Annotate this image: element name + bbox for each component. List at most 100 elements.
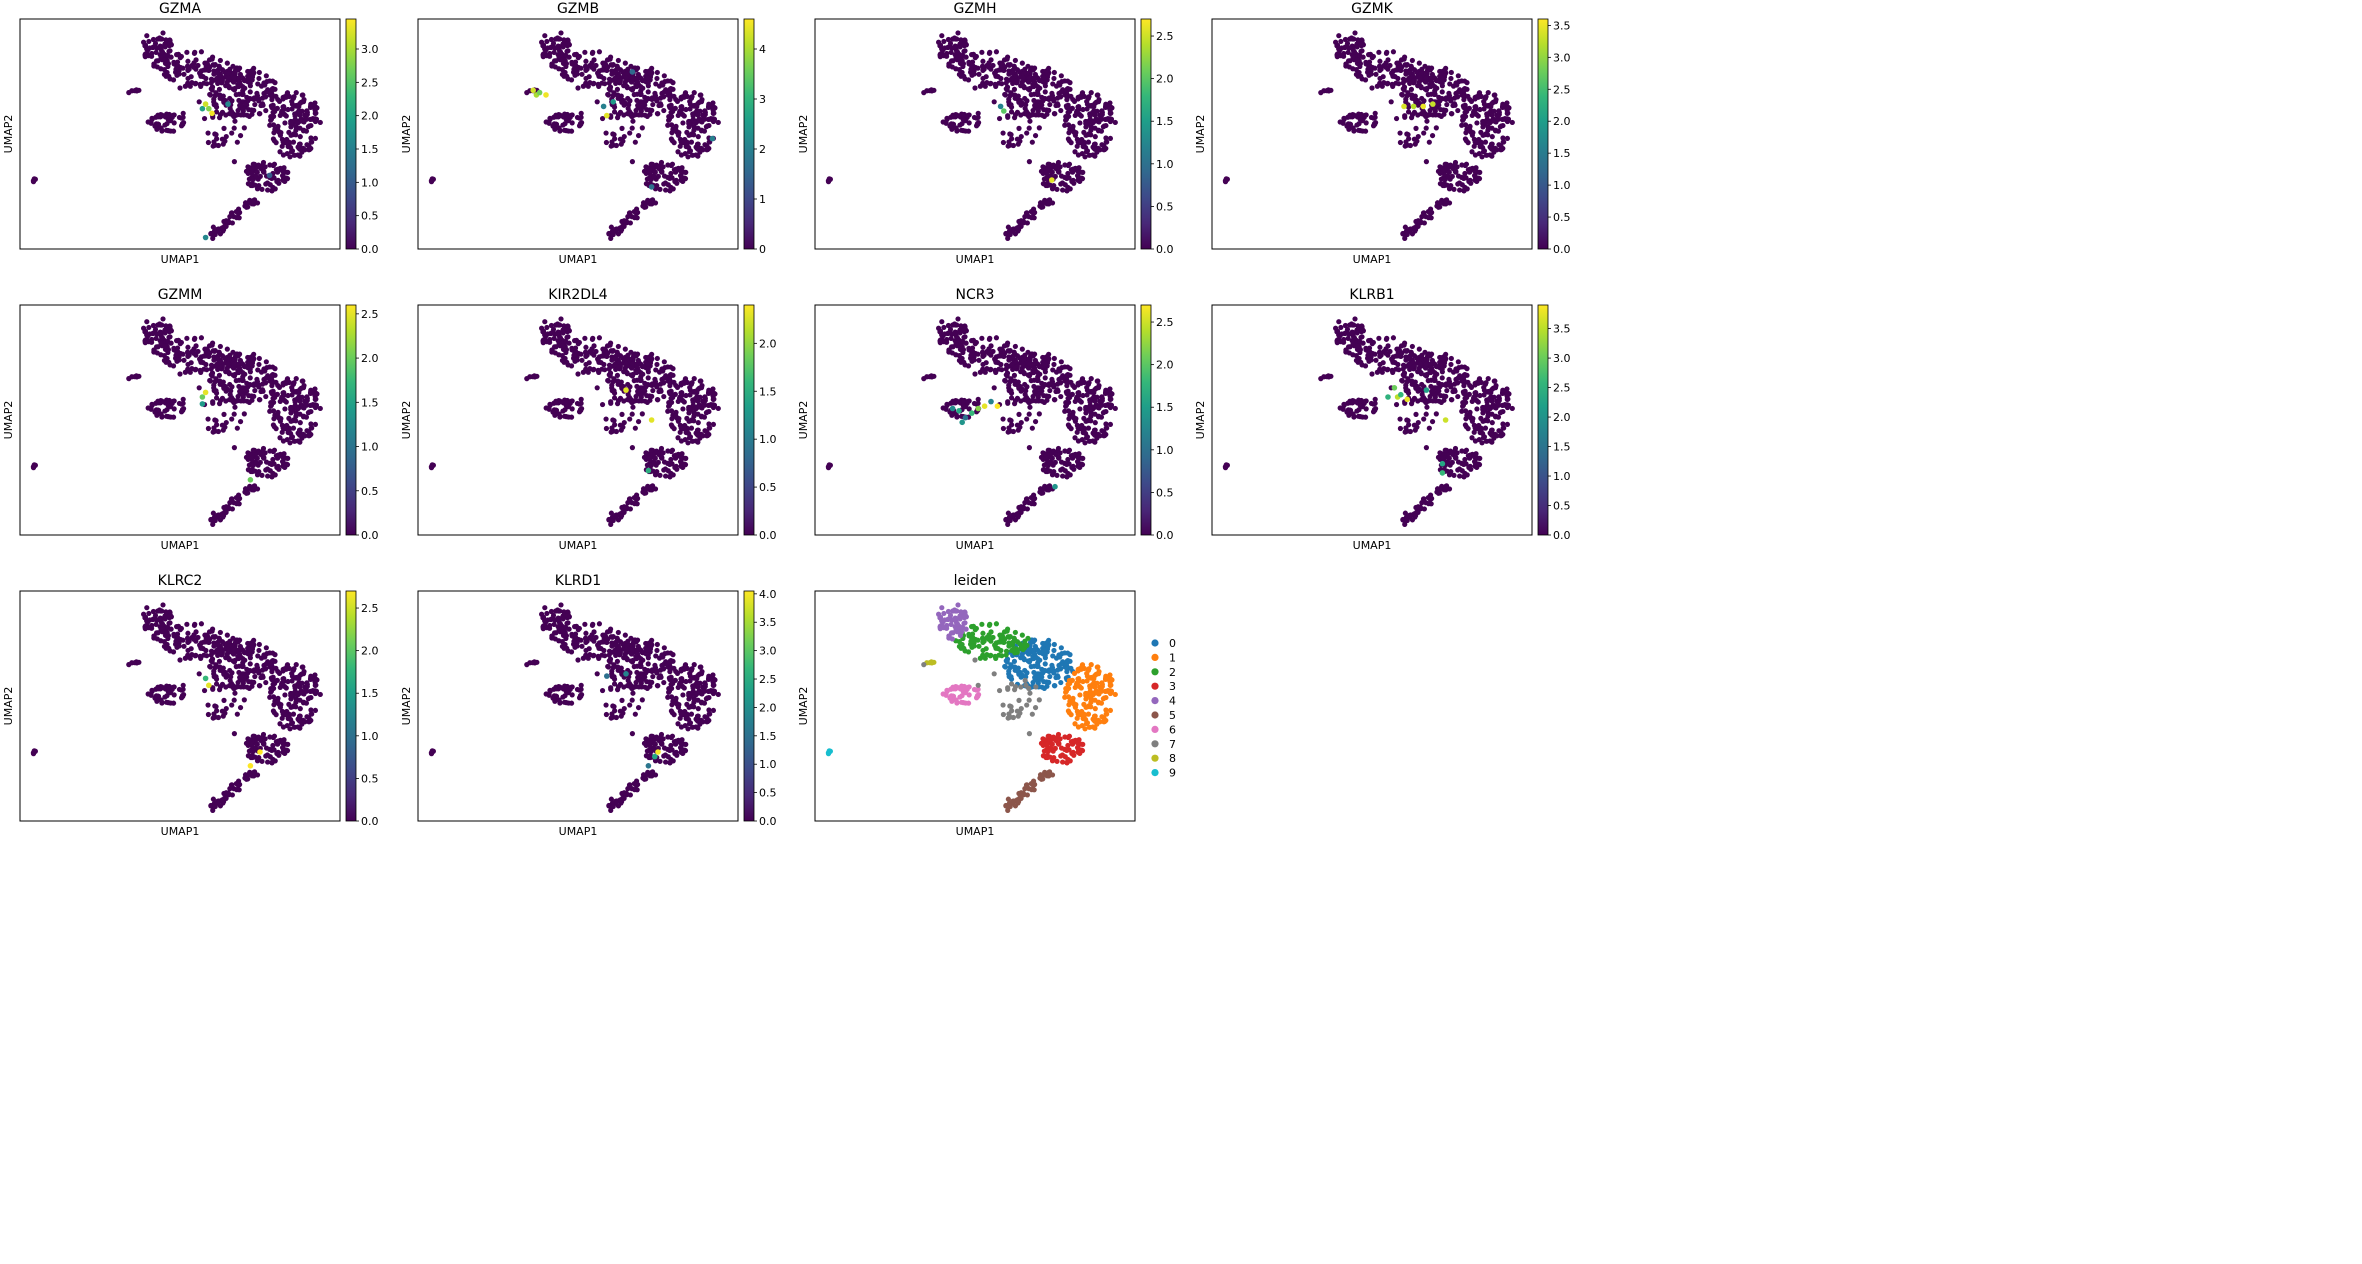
data-point: [293, 90, 299, 96]
data-point: [639, 125, 645, 131]
data-point: [695, 112, 701, 118]
data-point: [1074, 108, 1080, 114]
data-point: [1004, 54, 1011, 60]
data-point: [1011, 372, 1018, 378]
data-point: [247, 83, 253, 89]
data-point: [228, 396, 234, 402]
data-point: [996, 67, 1002, 73]
data-point: [229, 384, 235, 390]
data-point: [1483, 152, 1490, 158]
data-point: [551, 344, 558, 350]
colorbar-tick-label: 3.5: [1553, 19, 1571, 32]
data-point: [234, 215, 240, 221]
data-point: [669, 105, 675, 112]
data-point: [300, 414, 307, 420]
data-point: [963, 54, 969, 60]
data-point: [219, 225, 225, 231]
data-point: [167, 327, 173, 333]
data-point: [1369, 85, 1375, 91]
data-point: [210, 429, 216, 435]
data-point: [681, 380, 687, 386]
data-point: [1107, 421, 1114, 428]
data-point: [556, 125, 562, 131]
colorbar-tick-label: 4: [759, 43, 766, 56]
data-point: [212, 379, 218, 385]
data-point: [1009, 75, 1015, 82]
data-point: [550, 123, 556, 129]
data-point: [605, 378, 612, 384]
data-point: [303, 402, 309, 408]
data-point: [610, 379, 616, 385]
data-point: [583, 344, 589, 350]
data-point: [698, 414, 705, 420]
data-point: [1108, 402, 1115, 408]
data-point: [237, 357, 243, 364]
data-point: [216, 115, 223, 121]
data-point: [312, 105, 318, 112]
data-point: [207, 92, 214, 98]
colorbar-tick-label: 2.5: [1553, 83, 1571, 96]
data-point: [666, 402, 673, 408]
data-point: [568, 128, 575, 134]
data-point: [1362, 112, 1368, 118]
data-point: [621, 218, 627, 224]
data-point: [649, 393, 655, 399]
highlight-point: [206, 105, 212, 112]
data-point: [668, 136, 675, 142]
data-point: [1481, 101, 1488, 107]
data-point: [1421, 130, 1427, 136]
data-point: [1447, 81, 1453, 87]
data-point: [1088, 127, 1094, 133]
data-point: [668, 122, 675, 128]
data-point: [1035, 377, 1041, 383]
data-point: [1095, 92, 1101, 98]
data-point: [1063, 116, 1070, 122]
data-point: [170, 112, 176, 118]
data-point: [1359, 48, 1365, 54]
data-point: [665, 122, 671, 128]
data-point: [669, 391, 675, 398]
data-point: [1062, 122, 1068, 128]
colorbar: [1537, 18, 1549, 250]
data-point: [534, 373, 540, 379]
data-point: [240, 91, 246, 97]
data-point: [1500, 101, 1506, 107]
data-point: [1415, 218, 1421, 224]
data-point: [1485, 132, 1491, 138]
data-point: [688, 139, 695, 145]
data-point: [1024, 213, 1030, 219]
data-point: [657, 186, 663, 192]
data-point: [621, 398, 627, 404]
data-point: [939, 33, 945, 39]
data-point: [984, 79, 990, 86]
data-point: [630, 118, 636, 124]
data-point: [683, 106, 689, 113]
data-point: [643, 200, 649, 206]
data-point: [142, 329, 148, 335]
data-point: [272, 472, 278, 478]
data-point: [216, 372, 223, 378]
data-point: [1429, 71, 1435, 78]
data-point: [297, 432, 303, 438]
data-point: [951, 45, 957, 51]
data-point: [542, 319, 548, 325]
data-point: [635, 132, 642, 139]
data-point: [213, 109, 220, 115]
data-point: [313, 110, 319, 116]
data-point: [1031, 383, 1037, 390]
data-point: [30, 464, 37, 470]
data-point: [221, 385, 227, 391]
data-point: [608, 143, 614, 149]
data-point: [1026, 361, 1032, 367]
data-point: [692, 119, 698, 126]
data-point: [1024, 384, 1030, 390]
data-point: [224, 365, 230, 371]
panel-title: NCR3: [956, 287, 995, 303]
data-point: [204, 81, 210, 87]
data-point: [660, 368, 666, 374]
colorbar-tick-label: 0.5: [759, 481, 777, 494]
data-point: [247, 361, 253, 367]
data-point: [1042, 369, 1048, 375]
data-point: [313, 402, 320, 408]
data-point: [30, 178, 37, 184]
